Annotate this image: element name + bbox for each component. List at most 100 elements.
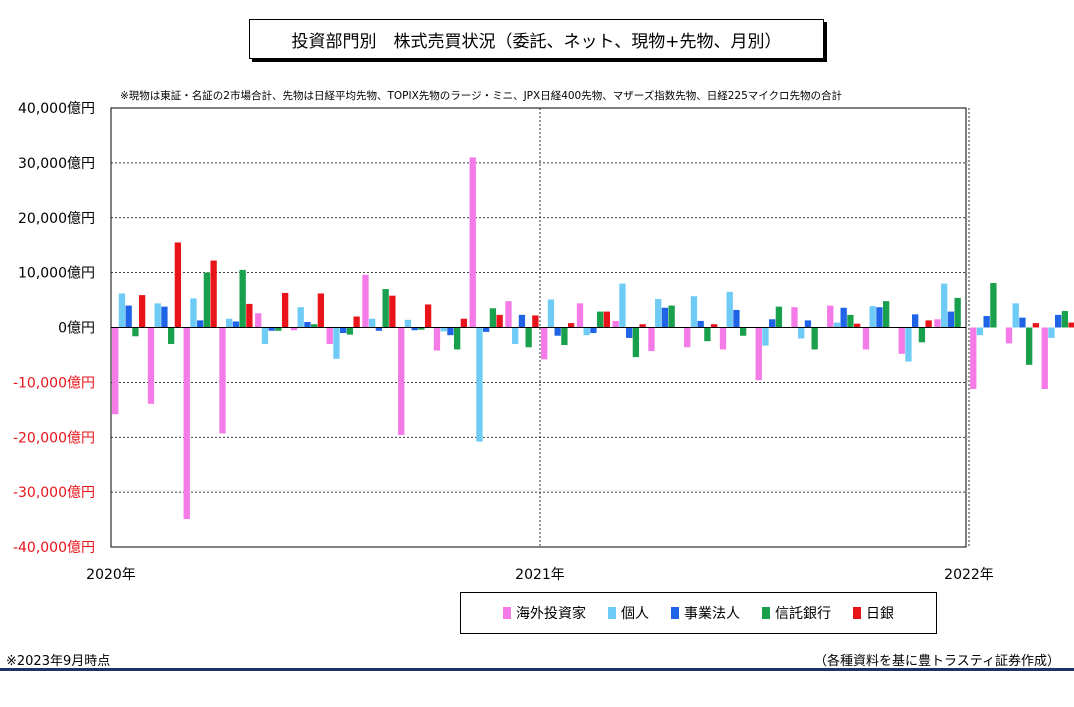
bar-individual	[762, 327, 769, 346]
bar-corporate	[661, 307, 669, 328]
bar-individual	[905, 327, 912, 362]
legend-item-foreign: 海外投資家	[503, 603, 586, 623]
bar-trust	[239, 269, 246, 328]
bar-boj	[317, 293, 325, 328]
y-tick-label: -20,000億円	[13, 430, 95, 446]
y-tick-label: 10,000億円	[18, 266, 95, 282]
bar-corporate	[912, 314, 919, 328]
bar-individual	[512, 327, 519, 344]
bar-corporate	[983, 315, 990, 328]
bar-trust	[775, 306, 783, 328]
bar-corporate	[1019, 317, 1026, 328]
bar-trust	[632, 327, 640, 358]
bar-boj	[246, 303, 253, 328]
bar-foreign	[862, 327, 870, 350]
bar-corporate	[268, 327, 275, 331]
bar-individual	[941, 283, 948, 328]
bar-boj	[210, 260, 217, 328]
bar-boj	[496, 314, 503, 328]
legend-item-trust: 信託銀行	[762, 603, 831, 623]
legend-swatch-boj	[853, 607, 861, 619]
bar-boj	[281, 292, 289, 328]
bar-trust	[1025, 327, 1033, 365]
bar-boj	[174, 242, 182, 328]
legend-item-individual: 個人	[608, 603, 649, 623]
bar-corporate	[197, 320, 204, 328]
bar-trust	[739, 327, 747, 336]
bar-boj	[853, 323, 861, 328]
bar-foreign	[1005, 327, 1013, 344]
bar-foreign	[541, 327, 548, 360]
bar-foreign	[827, 305, 834, 328]
bar-corporate	[304, 322, 311, 328]
bar-boj	[1068, 322, 1074, 328]
bar-corporate	[554, 327, 561, 336]
bar-foreign	[112, 327, 119, 415]
bar-trust	[596, 311, 604, 328]
bar-individual	[369, 318, 376, 328]
bar-individual	[476, 327, 483, 442]
bar-foreign	[326, 327, 333, 344]
bar-individual	[547, 299, 555, 328]
bar-foreign	[1041, 327, 1048, 389]
y-tick-label: 0億円	[58, 321, 95, 337]
bar-foreign	[469, 157, 476, 328]
bar-foreign	[684, 327, 691, 348]
bar-boj	[389, 295, 396, 328]
bar-boj	[603, 311, 611, 328]
bar-trust	[275, 327, 282, 331]
legend: 海外投資家 個人 事業法人 信託銀行 日銀	[460, 592, 937, 634]
legend-swatch-individual	[608, 607, 616, 619]
bar-foreign	[719, 327, 727, 350]
bar-foreign	[433, 327, 441, 351]
legend-swatch-trust	[762, 607, 770, 619]
bar-trust	[310, 324, 318, 328]
bar-individual	[798, 327, 805, 339]
bar-foreign	[219, 327, 226, 434]
bar-individual	[726, 291, 733, 328]
bar-boj	[567, 323, 575, 328]
y-tick-label: 30,000億円	[18, 156, 95, 172]
bar-trust	[382, 289, 389, 328]
x-year-label: 2022年	[944, 567, 994, 583]
x-year-label: 2021年	[515, 567, 565, 583]
bar-corporate	[161, 306, 168, 328]
bar-trust	[847, 314, 854, 328]
bar-boj	[460, 318, 468, 328]
chart-title: 投資部門別 株式売買状況（委託、ネット、現物+先物、月別）	[249, 19, 824, 59]
bar-foreign	[505, 301, 512, 328]
y-tick-label: 20,000億円	[18, 211, 95, 227]
bar-trust	[132, 327, 139, 337]
bar-trust	[811, 327, 818, 350]
bar-trust	[167, 327, 175, 344]
bar-trust	[561, 327, 568, 346]
bar-trust	[489, 308, 497, 328]
bar-individual	[619, 283, 626, 328]
bar-foreign	[183, 327, 190, 520]
legend-label-corporate: 事業法人	[684, 606, 740, 622]
chart-note: ※現物は東証・名証の2市場合計、先物は日経平均先物、TOPIX先物のラージ・ミニ…	[120, 90, 843, 102]
bar-individual	[440, 327, 447, 332]
bar-boj	[532, 315, 539, 328]
bar-corporate	[733, 309, 740, 328]
bar-trust	[1061, 311, 1069, 328]
footnote: ※2023年9月時点	[6, 654, 111, 669]
legend-item-boj: 日銀	[853, 603, 894, 623]
legend-swatch-foreign	[503, 607, 511, 619]
bar-individual	[655, 298, 662, 328]
bar-foreign	[147, 327, 155, 404]
bar-corporate	[697, 320, 704, 328]
bar-foreign	[648, 327, 655, 352]
bar-corporate	[340, 327, 347, 333]
bar-corporate	[590, 327, 597, 333]
bar-corporate	[947, 311, 955, 328]
bar-corporate	[411, 327, 418, 331]
legend-swatch-corporate	[671, 607, 679, 619]
bar-boj	[138, 295, 146, 328]
bar-corporate	[375, 327, 383, 331]
bar-individual	[154, 303, 161, 328]
bar-foreign	[255, 313, 262, 328]
bar-trust	[954, 297, 961, 328]
bar-foreign	[898, 327, 905, 354]
bar-corporate	[876, 307, 883, 328]
